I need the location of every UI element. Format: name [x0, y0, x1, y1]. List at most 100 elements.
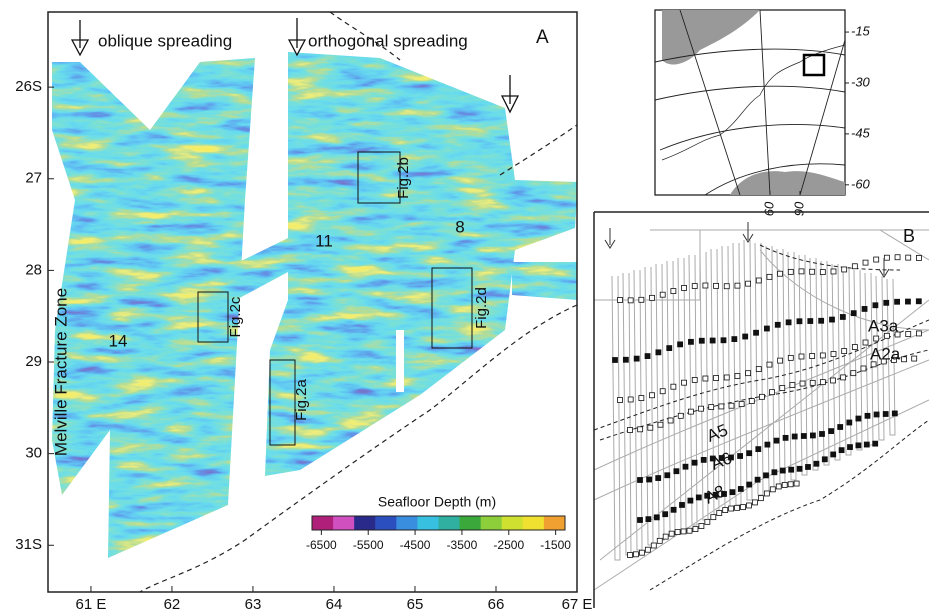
pick [645, 354, 650, 359]
pick [822, 457, 827, 462]
pick [647, 477, 652, 482]
pick [852, 264, 857, 269]
pick [667, 346, 672, 351]
pick [741, 505, 746, 510]
pick [692, 377, 697, 382]
pick [851, 371, 856, 376]
pick [699, 338, 704, 343]
arrow [879, 258, 889, 277]
pick [671, 384, 676, 389]
pick [764, 473, 769, 478]
pick [810, 380, 815, 385]
pick [861, 366, 866, 371]
y-tick-label: -45 [851, 125, 871, 140]
pick [699, 406, 704, 411]
annotation: oblique spreading [98, 31, 232, 50]
arrow [743, 222, 753, 242]
pick [656, 350, 661, 355]
pick [767, 362, 772, 367]
pick [688, 339, 693, 344]
colorbar-tick-label: -4500 [400, 538, 431, 552]
pick [723, 508, 728, 513]
y-tick-label: 29 [25, 353, 42, 370]
pick [696, 495, 701, 500]
pick [687, 528, 692, 533]
pick [678, 342, 683, 347]
panel-label: A [536, 27, 549, 48]
pick [739, 402, 744, 407]
pick [831, 452, 836, 457]
pick [873, 303, 878, 308]
pick [746, 371, 751, 376]
pick [847, 420, 852, 425]
colorbar-tick-label: -2500 [493, 538, 524, 552]
pick [774, 438, 779, 443]
fracture-zone-label: Melville Fracture Zone [51, 288, 70, 456]
inset-map: -15-30-45-606090 [655, 10, 871, 216]
pick [747, 482, 752, 487]
pick [783, 435, 788, 440]
pick [755, 477, 760, 482]
pick [782, 482, 787, 487]
pick [714, 283, 719, 288]
pick [638, 478, 643, 483]
x-tick-label: 67 E [562, 596, 593, 613]
pick [747, 503, 752, 508]
pick [758, 496, 763, 501]
pick [724, 284, 729, 289]
anomaly-label: A3a [868, 316, 899, 335]
pick [808, 319, 813, 324]
colorbar-segment [523, 516, 545, 530]
pick [916, 299, 921, 304]
pick [856, 443, 861, 448]
pick [683, 464, 688, 469]
y-tick-label: 26S [15, 78, 42, 95]
pick [851, 311, 856, 316]
pick [665, 473, 670, 478]
colorbar-segment [544, 516, 566, 530]
pick [688, 498, 693, 503]
pick [756, 278, 761, 283]
ship-tracks [594, 230, 929, 590]
pick [842, 267, 847, 272]
pick [729, 506, 734, 511]
pick [692, 460, 697, 465]
pick [840, 314, 845, 319]
pick [863, 340, 868, 345]
pick [873, 441, 878, 446]
pick [788, 269, 793, 274]
pick [810, 433, 815, 438]
pick [654, 515, 659, 520]
pick [660, 292, 665, 297]
anomaly-label: A2a [870, 344, 901, 363]
colorbar-segment [502, 516, 524, 530]
pick [831, 269, 836, 274]
pick [747, 451, 752, 456]
pick [906, 255, 911, 260]
pick [912, 356, 917, 361]
y-tick-label: -60 [851, 176, 871, 191]
segment-label: 11 [315, 231, 333, 250]
pick [639, 550, 644, 555]
pick [905, 299, 910, 304]
pick [650, 295, 655, 300]
x-tick-label: 62 [164, 596, 181, 613]
colorbar-tick-label: -5500 [353, 538, 384, 552]
annotation: orthogonal spreading [308, 31, 468, 50]
pick [663, 512, 668, 517]
pick [788, 355, 793, 360]
pick [874, 412, 879, 417]
pick [764, 491, 769, 496]
pick [765, 442, 770, 447]
y-tick-label: 30 [25, 445, 42, 462]
pick [735, 374, 740, 379]
pick [633, 552, 638, 557]
pick [759, 394, 764, 399]
x-tick-label: 63 [245, 596, 262, 613]
panel-label: B [903, 226, 915, 246]
pick [703, 283, 708, 288]
pick [770, 487, 775, 492]
pick [699, 524, 704, 529]
pick [864, 442, 869, 447]
pick [752, 500, 757, 505]
